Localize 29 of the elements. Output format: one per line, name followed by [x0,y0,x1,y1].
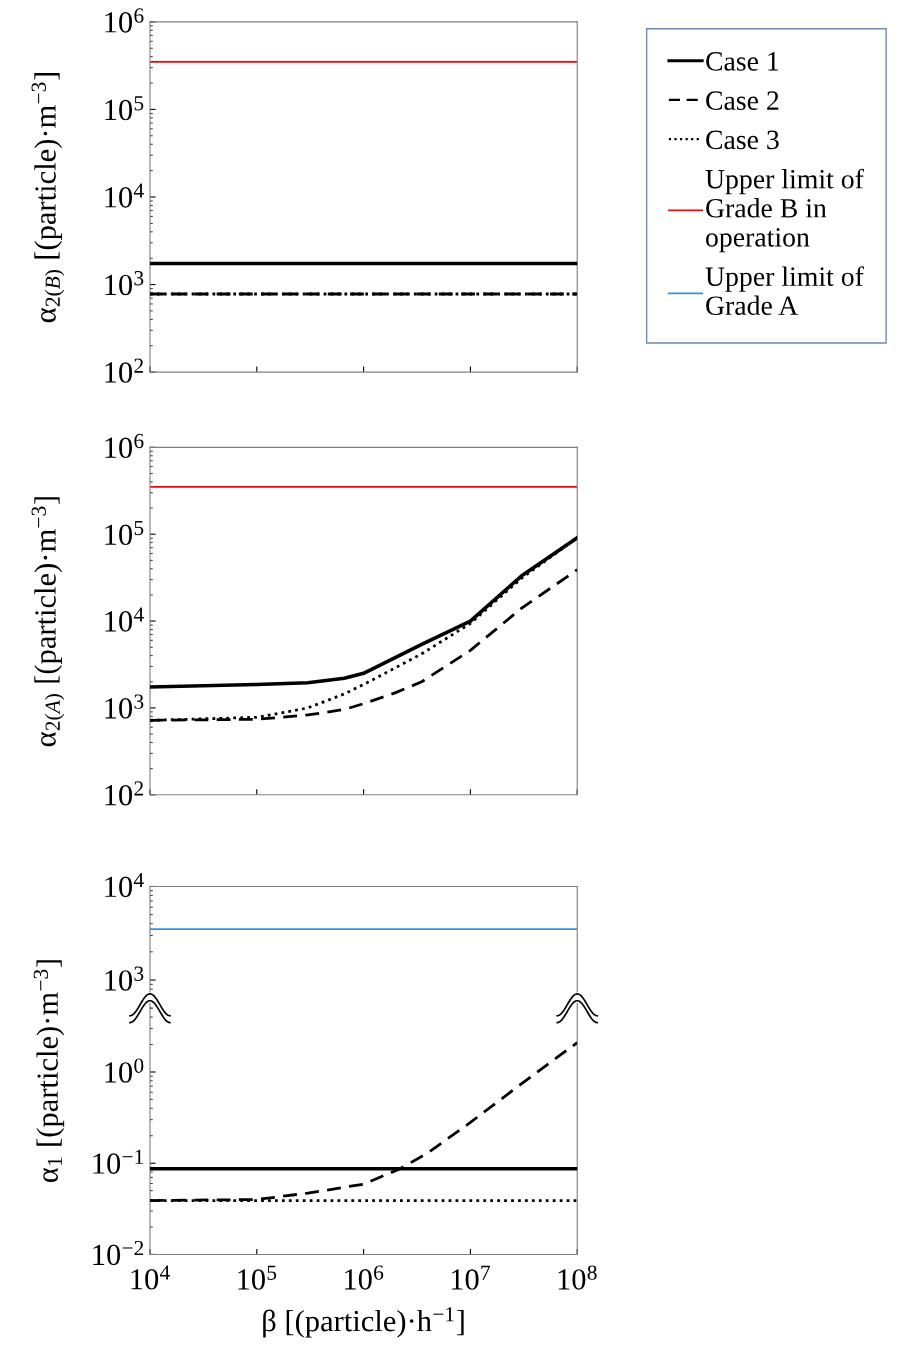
y-tick-label: 10$^{4}$ [105,872,144,898]
y-tick-label: 10$^{6}$ [105,433,144,459]
legend-label: Upper limit of Grade A [705,266,864,316]
y-tick-label: 10$^{3}$ [105,694,144,719]
y-tick-label: 10$^{−1}$ [93,1149,144,1174]
y-tick-label: 10$^{5}$ [105,96,144,121]
x-tick-label: 10$^{8}$ [558,1265,597,1290]
x-axis-title: β [(particle)·h$^{−1}$] [263,1307,464,1338]
x-tick-label: 10$^{7}$ [451,1265,491,1290]
y-tick-label: 10$^{4}$ [105,183,144,208]
y-tick-label: 10$^{5}$ [105,520,144,546]
y-axis-title: α$_{1}$ [(particle)·m$^{−3}$] [33,960,65,1183]
legend-label: Case 1 [706,52,779,71]
y-axis-title: α$_{2(A)}$ [(particle)·m$^{−3}$] [31,497,65,747]
x-tick-label: 10$^{5}$ [238,1265,277,1290]
y-tick-label: 10$^{2}$ [105,358,143,383]
y-tick-label: 10$^{−2}$ [93,1240,144,1266]
x-tick-label: 10$^{6}$ [345,1265,384,1290]
x-tick-label: 10$^{4}$ [131,1265,170,1290]
y-tick-label: 10$^{0}$ [105,1058,144,1083]
y-tick-label: 10$^{6}$ [105,8,144,33]
y-tick-label: 10$^{3}$ [105,966,144,991]
legend-label: Case 3 [706,130,779,150]
legend-label: Case 2 [706,91,779,110]
y-tick-label: 10$^{4}$ [105,607,144,632]
y-axis-title: α$_{2(B)}$ [(particle)·m$^{−3}$] [31,73,65,323]
legend-label: Upper limit of Grade B in operation [705,168,864,253]
y-tick-label: 10$^{3}$ [105,271,144,296]
y-tick-label: 10$^{2}$ [105,781,143,806]
